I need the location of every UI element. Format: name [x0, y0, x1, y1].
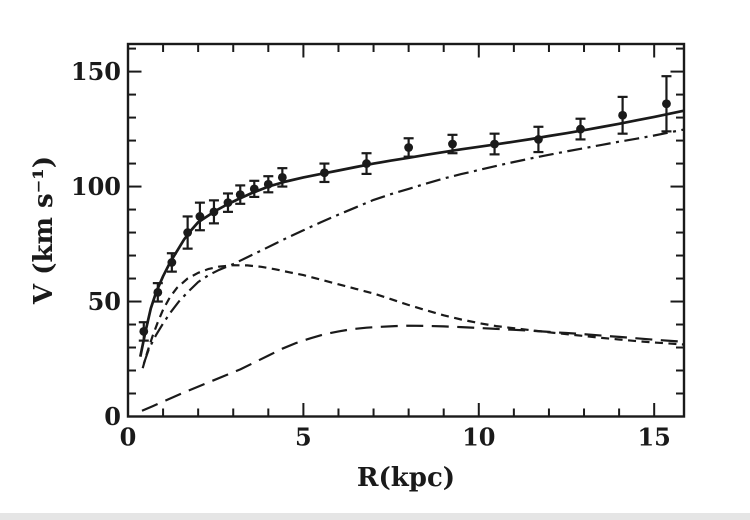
x-tick-label-0: 0: [120, 423, 137, 452]
data-point: [362, 159, 371, 168]
y-tick-label-150: 150: [71, 57, 121, 86]
data-point: [263, 179, 273, 189]
data-point: [183, 228, 193, 237]
data-point: [618, 110, 628, 120]
x-tick-labels: 0 5 10 15: [120, 423, 671, 452]
observed-data-points: [138, 75, 672, 342]
y-tick-label-50: 50: [88, 287, 121, 316]
x-tick-label-15: 15: [637, 423, 670, 452]
data-point: [576, 124, 585, 134]
x-axis-ticks: [127, 45, 656, 416]
plot-frame: [126, 42, 686, 418]
y-axis-label: V (km s⁻¹): [29, 156, 59, 305]
data-point: [490, 139, 499, 149]
page-bottom-strip: [0, 513, 750, 520]
x-tick-label-10: 10: [462, 423, 495, 452]
y-tick-labels: 0 50 100 150: [71, 57, 121, 431]
data-point: [249, 184, 259, 194]
data-point: [195, 212, 205, 221]
data-point: [662, 99, 671, 109]
data-point: [448, 139, 457, 149]
data-point: [404, 143, 414, 152]
curve-short-dash: [141, 264, 685, 369]
data-point: [320, 168, 329, 178]
curve-dash-dot: [142, 128, 685, 364]
data-point: [139, 327, 149, 336]
curve-long-dash: [141, 324, 685, 412]
curve-solid: [138, 109, 685, 357]
data-point: [235, 190, 245, 200]
x-axis-label: R(kpc): [357, 463, 455, 493]
data-point: [167, 258, 177, 267]
data-point: [209, 207, 219, 217]
data-point: [277, 172, 287, 182]
data-point: [534, 135, 543, 144]
y-tick-label-100: 100: [71, 172, 121, 201]
y-tick-label-0: 0: [104, 402, 121, 431]
data-point: [153, 287, 163, 297]
y-axis-ticks: [129, 47, 683, 418]
data-point: [223, 198, 233, 208]
x-tick-label-5: 5: [295, 423, 312, 452]
